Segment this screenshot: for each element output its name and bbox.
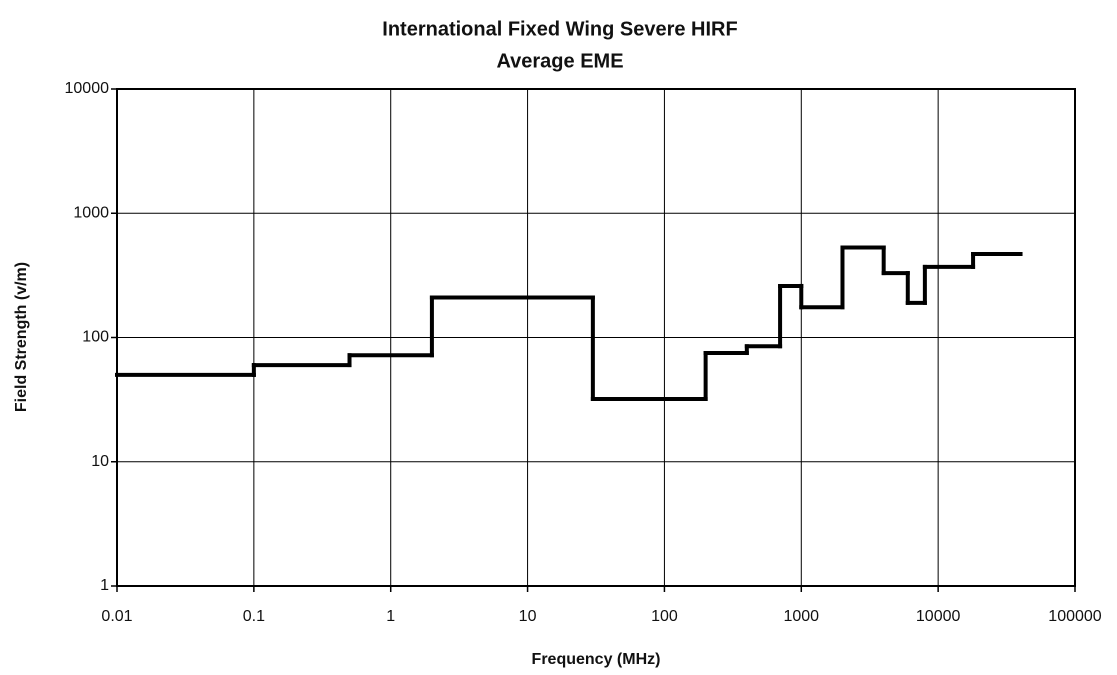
x-tick-label: 1: [386, 608, 395, 625]
y-axis-label: Field Strength (v/m): [13, 262, 30, 412]
x-tick-label: 100000: [1048, 608, 1101, 625]
x-tick-label: 1000: [783, 608, 819, 625]
x-tick-label: 0.1: [243, 608, 265, 625]
chart-title: International Fixed Wing Severe HIRF: [382, 18, 737, 40]
plot-frame: [116, 88, 1076, 587]
y-tick-label: 10000: [65, 80, 110, 97]
y-tick-label: 10: [91, 453, 109, 470]
x-tick-label: 0.01: [101, 608, 132, 625]
x-tick-label: 10: [519, 608, 537, 625]
x-tick-label: 10000: [916, 608, 961, 625]
x-tick-label: 100: [651, 608, 678, 625]
y-tick-label: 1000: [73, 204, 109, 221]
y-tick-label: 100: [82, 329, 109, 346]
y-tick-label: 1: [100, 577, 109, 594]
chart-subtitle: Average EME: [496, 50, 623, 72]
x-axis-label: Frequency (MHz): [532, 651, 661, 668]
